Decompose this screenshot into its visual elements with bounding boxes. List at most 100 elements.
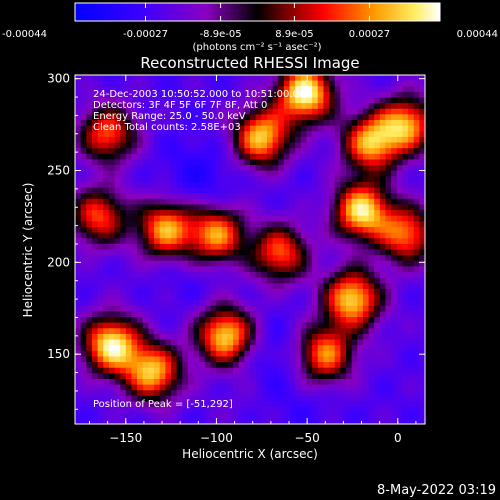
heatmap-cell xyxy=(80,356,87,363)
heatmap-cell xyxy=(351,407,358,414)
heatmap-cell xyxy=(345,108,353,115)
heatmap-cell xyxy=(221,367,229,374)
heatmap-cell xyxy=(385,148,392,155)
heatmap-cell xyxy=(170,226,178,234)
heatmap-cell xyxy=(159,243,166,251)
heatmap-cell xyxy=(391,75,398,82)
heatmap-cell xyxy=(334,311,341,318)
heatmap-cell xyxy=(323,210,330,217)
heatmap-cell xyxy=(227,362,234,369)
heatmap-cell xyxy=(159,322,166,329)
heatmap-cell xyxy=(221,170,229,177)
heatmap-cell xyxy=(204,181,212,189)
heatmap-cell xyxy=(272,176,279,183)
heatmap-cell xyxy=(216,159,223,166)
heatmap-cell xyxy=(408,165,415,172)
heatmap-cell xyxy=(103,187,110,194)
heatmap-cell xyxy=(142,215,149,222)
heatmap-cell xyxy=(142,255,149,262)
annotation-clean-counts: Clean Total counts: 2.58E+03 xyxy=(93,122,241,133)
heatmap-cell xyxy=(103,350,110,358)
heatmap-cell xyxy=(312,86,319,93)
heatmap-cell xyxy=(148,300,155,307)
heatmap-cell xyxy=(216,305,223,313)
heatmap-cell xyxy=(289,345,296,352)
heatmap-cell xyxy=(289,328,296,335)
heatmap-cell xyxy=(148,142,155,149)
heatmap-cell xyxy=(204,221,212,228)
heatmap-cell xyxy=(295,418,302,424)
heatmap-cell xyxy=(283,350,291,358)
heatmap-cell xyxy=(396,131,404,138)
heatmap-cell xyxy=(261,80,268,87)
heatmap-cell xyxy=(255,384,262,391)
heatmap-cell xyxy=(80,317,87,324)
heatmap-cell xyxy=(317,300,324,307)
heatmap-cell xyxy=(323,120,330,127)
heatmap-cell xyxy=(374,255,381,262)
heatmap-cell xyxy=(419,339,425,346)
heatmap-cell xyxy=(210,193,217,200)
heatmap-cell xyxy=(125,378,133,386)
heatmap-cell xyxy=(199,165,206,172)
heatmap-cell xyxy=(323,350,330,358)
heatmap-cell xyxy=(362,272,370,279)
heatmap-cell xyxy=(340,362,347,369)
heatmap-cell xyxy=(125,131,133,138)
heatmap-cell xyxy=(86,153,93,161)
heatmap-cell xyxy=(199,238,206,245)
heatmap-cell xyxy=(142,418,149,424)
heatmap-cell xyxy=(261,260,268,267)
heatmap-cell xyxy=(238,339,245,346)
heatmap-cell xyxy=(345,80,353,87)
heatmap-cell xyxy=(148,80,155,87)
heatmap-cell xyxy=(187,181,195,189)
heatmap-cell xyxy=(357,249,364,256)
heatmap-cell xyxy=(340,390,347,397)
heatmap-cell xyxy=(317,356,324,363)
heatmap-cell xyxy=(255,249,262,256)
heatmap-cell xyxy=(114,114,121,121)
heatmap-cell xyxy=(221,238,229,245)
heatmap-cell xyxy=(385,103,392,110)
heatmap-cell xyxy=(419,226,425,234)
heatmap-cell xyxy=(170,198,178,206)
heatmap-cell xyxy=(362,86,370,93)
heatmap-cell xyxy=(182,187,189,194)
heatmap-cell xyxy=(317,328,324,335)
heatmap-cell xyxy=(182,153,189,161)
heatmap-cell xyxy=(131,373,138,380)
heatmap-cell xyxy=(159,305,166,313)
heatmap-cell xyxy=(289,418,296,424)
heatmap-cell xyxy=(210,390,217,397)
heatmap-cell xyxy=(396,221,404,228)
heatmap-cell xyxy=(86,108,93,115)
heatmap-cell xyxy=(306,412,313,419)
heatmap-cell xyxy=(334,378,341,386)
heatmap-cell xyxy=(244,153,251,161)
heatmap-cell xyxy=(108,221,116,228)
heatmap-cell xyxy=(391,187,398,194)
heatmap-cell xyxy=(385,407,392,414)
heatmap-cell xyxy=(131,193,138,200)
heatmap-cell xyxy=(120,108,127,115)
heatmap-cell xyxy=(323,362,330,369)
heatmap-cell xyxy=(261,114,268,121)
heatmap-cell xyxy=(255,153,262,161)
heatmap-cell xyxy=(125,418,133,424)
heatmap-cell xyxy=(345,193,353,200)
heatmap-cell xyxy=(362,176,370,183)
heatmap-cell xyxy=(396,311,404,318)
heatmap-cell xyxy=(244,75,251,82)
heatmap-cell xyxy=(255,103,262,110)
heatmap-cell xyxy=(114,120,121,127)
heatmap-cell xyxy=(187,322,195,329)
heatmap-cell xyxy=(391,108,398,115)
heatmap-cell xyxy=(250,283,257,290)
heatmap-cell xyxy=(120,114,127,121)
heatmap-cell xyxy=(125,401,133,408)
heatmap-cell xyxy=(142,103,149,110)
heatmap-cell xyxy=(272,294,279,301)
heatmap-cell xyxy=(419,260,425,267)
heatmap-cell xyxy=(396,401,404,408)
